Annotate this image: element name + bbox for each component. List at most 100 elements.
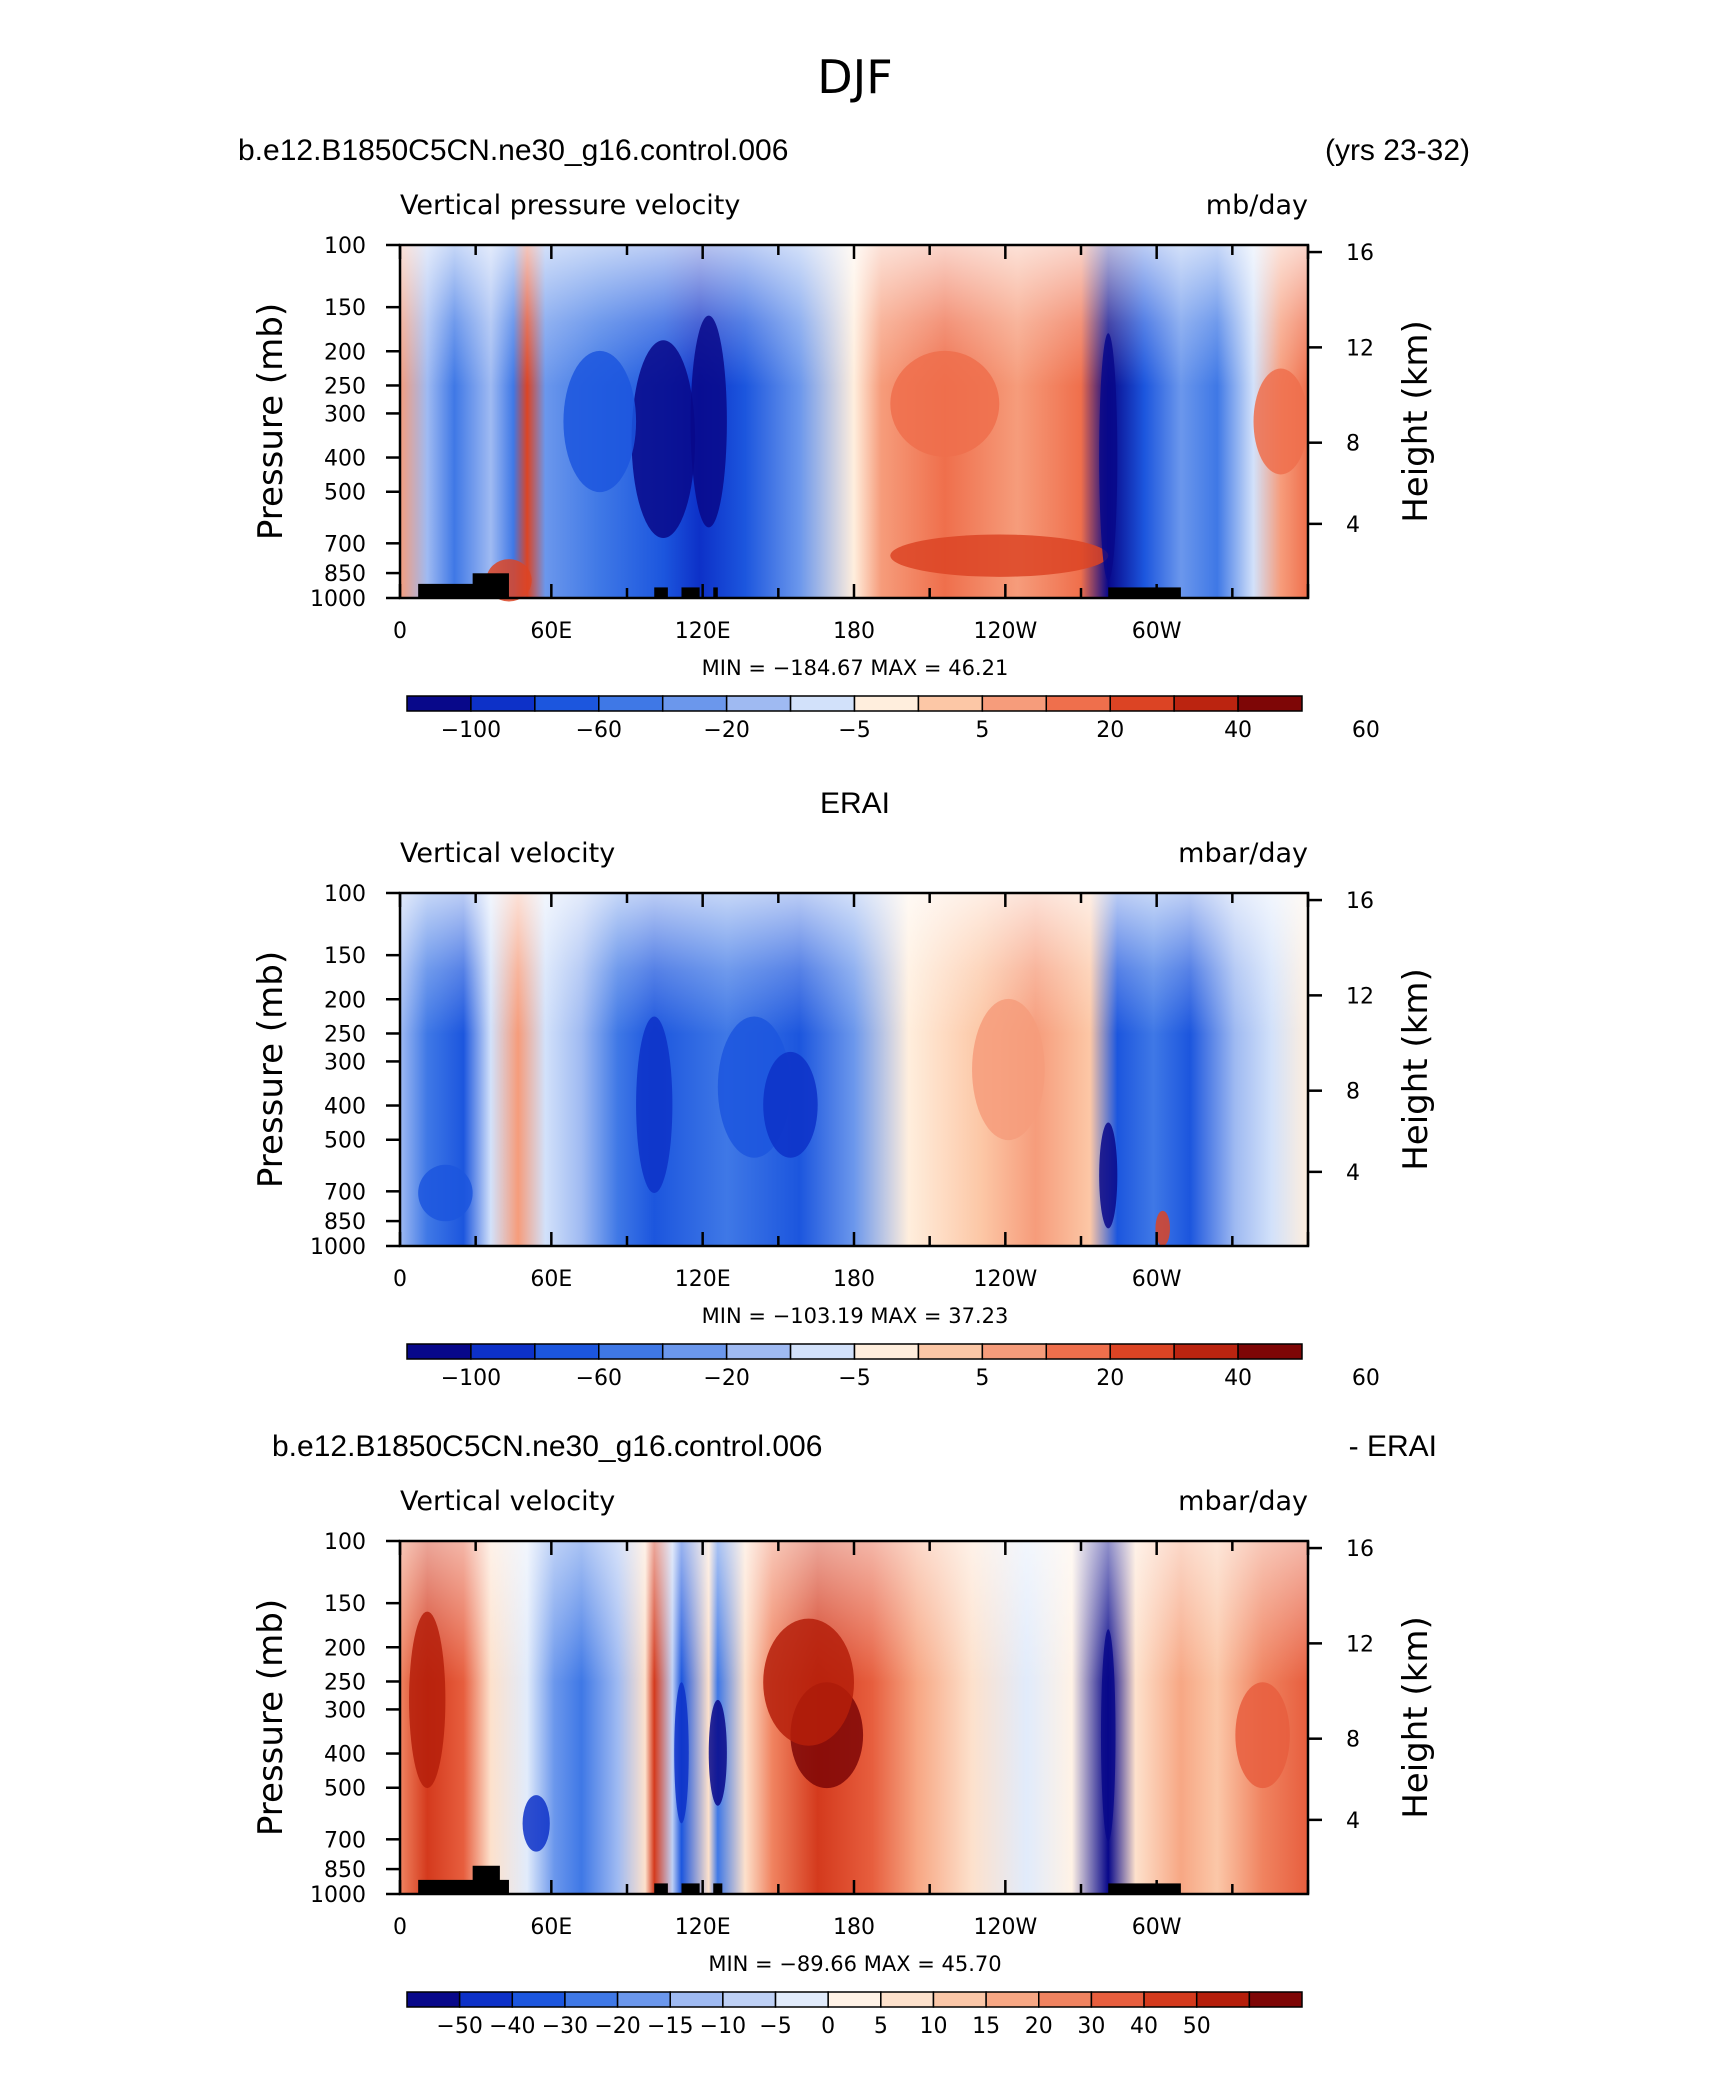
- panel-1-variable: Vertical pressure velocity: [400, 190, 740, 221]
- colorbar-swatch: [1173, 695, 1239, 712]
- upper-level-fade: [400, 893, 1308, 1246]
- x-tick-label: 120W: [973, 1267, 1037, 1292]
- y-tick-label: 700: [324, 532, 366, 557]
- x-tick-label: 120E: [675, 1267, 731, 1292]
- y-tick-label: 500: [324, 1777, 366, 1802]
- panel-2-units: mbar/day: [1178, 838, 1308, 869]
- colorbar-swatch: [661, 695, 728, 712]
- y2-tick-label: 16: [1346, 1537, 1374, 1562]
- colorbar-label: 15: [972, 2014, 1000, 2039]
- colorbar-label: −60: [576, 718, 622, 743]
- colorbar-label: 10: [919, 2014, 947, 2039]
- colorbar-swatch: [458, 1991, 514, 2008]
- panel-1: b.e12.B1850C5CN.ne30_g16.control.006 (yr…: [238, 134, 1470, 743]
- topography-mask-5: [713, 587, 718, 598]
- colorbar-swatch: [981, 1343, 1048, 1360]
- topography-mask-4: [681, 587, 700, 598]
- contour-extremum-5: [1099, 1122, 1118, 1229]
- contour-extremum-4: [890, 350, 1000, 457]
- y-tick-label: 300: [324, 1698, 366, 1723]
- colorbar-swatch: [534, 1343, 600, 1360]
- x-tick-label: 60E: [530, 1267, 572, 1292]
- contour-extremum-6: [1155, 1210, 1170, 1246]
- contour-extremum-3: [563, 350, 637, 493]
- y-tick-label: 1000: [310, 587, 366, 612]
- colorbar-swatch: [1248, 1991, 1303, 2008]
- x-tick-label: 0: [393, 1267, 407, 1292]
- contour-extremum-2: [690, 315, 727, 528]
- colorbar-swatch: [725, 695, 792, 712]
- colorbar-swatch: [917, 695, 984, 712]
- colorbar-swatch: [722, 1991, 777, 2008]
- y-tick-label: 700: [324, 1180, 366, 1205]
- y2-axis-label: Height (km): [1396, 1616, 1436, 1819]
- panel-1-units: mb/day: [1206, 190, 1308, 221]
- panel-3-variable: Vertical velocity: [400, 1486, 615, 1517]
- y-axis-label: Pressure (mb): [251, 951, 291, 1188]
- colorbar-swatch: [725, 1343, 792, 1360]
- colorbar-label: −5: [838, 1366, 870, 1391]
- y-tick-label: 500: [324, 1129, 366, 1154]
- colorbar-label: −30: [542, 2014, 588, 2039]
- colorbar-swatch: [406, 1343, 472, 1360]
- y-tick-label: 250: [324, 1022, 366, 1047]
- topography-mask-2: [472, 573, 509, 598]
- colorbar-label: −20: [703, 1366, 749, 1391]
- y-tick-label: 850: [324, 1858, 366, 1883]
- y-tick-label: 400: [324, 1095, 366, 1120]
- colorbar-label: −60: [576, 1366, 622, 1391]
- colorbar-label: 50: [1183, 2014, 1211, 2039]
- y2-tick-label: 4: [1346, 1161, 1360, 1186]
- colorbar-swatch: [406, 695, 472, 712]
- colorbar-swatch: [827, 1991, 882, 2008]
- contour-extremum-6: [674, 1682, 689, 1824]
- colorbar-swatch: [598, 695, 664, 712]
- y-tick-label: 100: [324, 882, 366, 907]
- y-tick-label: 850: [324, 562, 366, 587]
- contour-extremum-7: [1253, 368, 1308, 475]
- panel-3-right-title: - ERAI: [1349, 1430, 1437, 1463]
- colorbar-label: 30: [1077, 2014, 1105, 2039]
- y-tick-label: 300: [324, 402, 366, 427]
- topography-mask-5: [713, 1883, 723, 1894]
- colorbar-swatch: [598, 1343, 664, 1360]
- colorbar-swatch: [470, 1343, 536, 1360]
- colorbar-label: −10: [700, 2014, 746, 2039]
- colorbar-swatch: [1045, 695, 1111, 712]
- colorbar-label: −100: [441, 1366, 501, 1391]
- y2-tick-label: 8: [1346, 1728, 1360, 1753]
- contour-extremum-3: [763, 1051, 818, 1158]
- y2-tick-label: 12: [1346, 984, 1374, 1009]
- y2-tick-label: 8: [1346, 1080, 1360, 1105]
- colorbar-swatch: [1045, 1343, 1111, 1360]
- x-tick-label: 60W: [1132, 619, 1182, 644]
- colorbar-swatch: [1090, 1991, 1145, 2008]
- y2-axis-label: Height (km): [1396, 320, 1436, 523]
- y-axis-label: Pressure (mb): [251, 1599, 291, 1836]
- panel-1-stats: MIN = −184.67 MAX = 46.21: [702, 656, 1009, 680]
- y-tick-label: 100: [324, 234, 366, 259]
- colorbar-label: 20: [1096, 718, 1124, 743]
- colorbar-label: 20: [1096, 1366, 1124, 1391]
- colorbar-swatch: [981, 695, 1048, 712]
- colorbar-swatch: [1237, 695, 1303, 712]
- colorbar-label: −20: [594, 2014, 640, 2039]
- x-tick-label: 60E: [530, 619, 572, 644]
- x-tick-label: 120W: [973, 619, 1037, 644]
- colorbar-swatch: [917, 1343, 984, 1360]
- x-tick-label: 60E: [530, 1915, 572, 1940]
- panel-2: ERAI Vertical velocity mbar/day MIN = −1…: [251, 787, 1436, 1391]
- contour-extremum-4: [1100, 1629, 1116, 1842]
- y-tick-label: 400: [324, 1743, 366, 1768]
- colorbar-label: −5: [838, 718, 870, 743]
- y-tick-label: 1000: [310, 1235, 366, 1260]
- topography-mask-4: [681, 1883, 700, 1894]
- y-tick-label: 100: [324, 1530, 366, 1555]
- y-tick-label: 200: [324, 988, 366, 1013]
- x-tick-label: 120E: [675, 619, 731, 644]
- contour-extremum-1: [631, 340, 696, 538]
- contour-extremum-1: [409, 1611, 446, 1789]
- x-tick-label: 60W: [1132, 1267, 1182, 1292]
- y-tick-label: 850: [324, 1210, 366, 1235]
- colorbar-swatch: [1173, 1343, 1239, 1360]
